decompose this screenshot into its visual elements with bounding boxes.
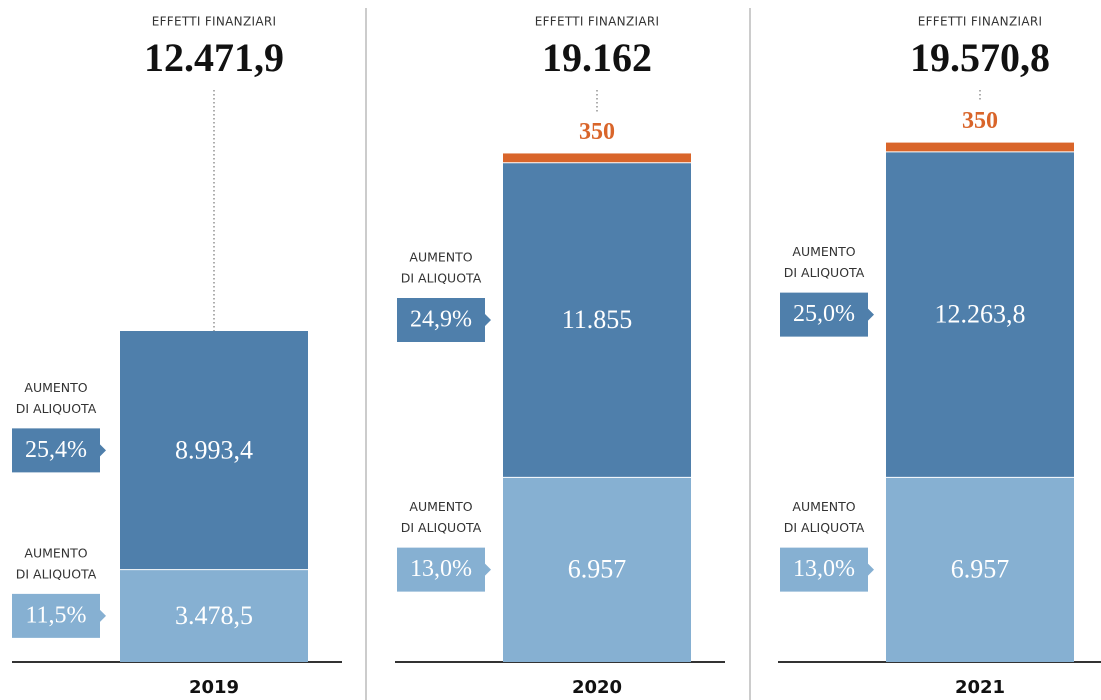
value-label: 3.478,5 — [175, 601, 253, 630]
rate-caption: AUMENTO — [409, 499, 472, 514]
rate-caption: DI ALIQUOTA — [784, 265, 865, 280]
rate-box — [397, 298, 491, 343]
rate-caption: DI ALIQUOTA — [16, 401, 97, 416]
total-title: EFFETTI FINANZIARI — [535, 15, 660, 29]
rate-caption: DI ALIQUOTA — [784, 520, 865, 535]
rate-box — [780, 547, 874, 592]
bar-segment — [120, 569, 308, 662]
value-label: 6.957 — [568, 555, 627, 584]
bar-segment — [886, 477, 1074, 662]
rate-label: 13,0% — [793, 556, 855, 582]
total-label: 19.570,8 — [910, 35, 1050, 80]
bar-segment — [120, 331, 308, 570]
rate-caption: DI ALIQUOTA — [401, 520, 482, 535]
value-label: 350 — [962, 108, 998, 134]
total-label: 19.162 — [542, 35, 652, 80]
rate-caption: DI ALIQUOTA — [401, 271, 482, 286]
rate-label: 24,9% — [410, 307, 472, 333]
rate-box — [780, 292, 874, 337]
rate-caption: AUMENTO — [792, 499, 855, 514]
x-tick-label: 2020 — [572, 677, 622, 698]
value-label: 350 — [579, 119, 615, 145]
value-label: 8.993,4 — [175, 435, 253, 464]
rate-caption: DI ALIQUOTA — [16, 566, 97, 581]
value-label: 11.855 — [562, 305, 633, 334]
rate-caption: AUMENTO — [24, 545, 87, 560]
total-title: EFFETTI FINANZIARI — [152, 15, 277, 29]
rate-caption: AUMENTO — [24, 380, 87, 395]
rate-box — [12, 593, 106, 638]
rate-label: 25,0% — [793, 301, 855, 327]
bar-segment — [503, 477, 691, 662]
rate-label: 25,4% — [25, 437, 87, 463]
bar-segment — [886, 142, 1074, 152]
total-label: 12.471,9 — [144, 35, 284, 80]
x-tick-label: 2021 — [955, 677, 1005, 698]
rate-box — [397, 547, 491, 592]
rate-label: 11,5% — [25, 602, 86, 628]
x-tick-label: 2019 — [189, 677, 239, 698]
value-label: 6.957 — [951, 555, 1010, 584]
rate-caption: AUMENTO — [792, 244, 855, 259]
bar-segment — [886, 151, 1074, 478]
bar-segment — [503, 162, 691, 478]
bar-segment — [503, 153, 691, 163]
rate-label: 13,0% — [410, 556, 472, 582]
rate-box — [12, 428, 106, 473]
value-label: 12.263,8 — [935, 300, 1026, 329]
rate-caption: AUMENTO — [409, 250, 472, 265]
total-title: EFFETTI FINANZIARI — [918, 15, 1043, 29]
